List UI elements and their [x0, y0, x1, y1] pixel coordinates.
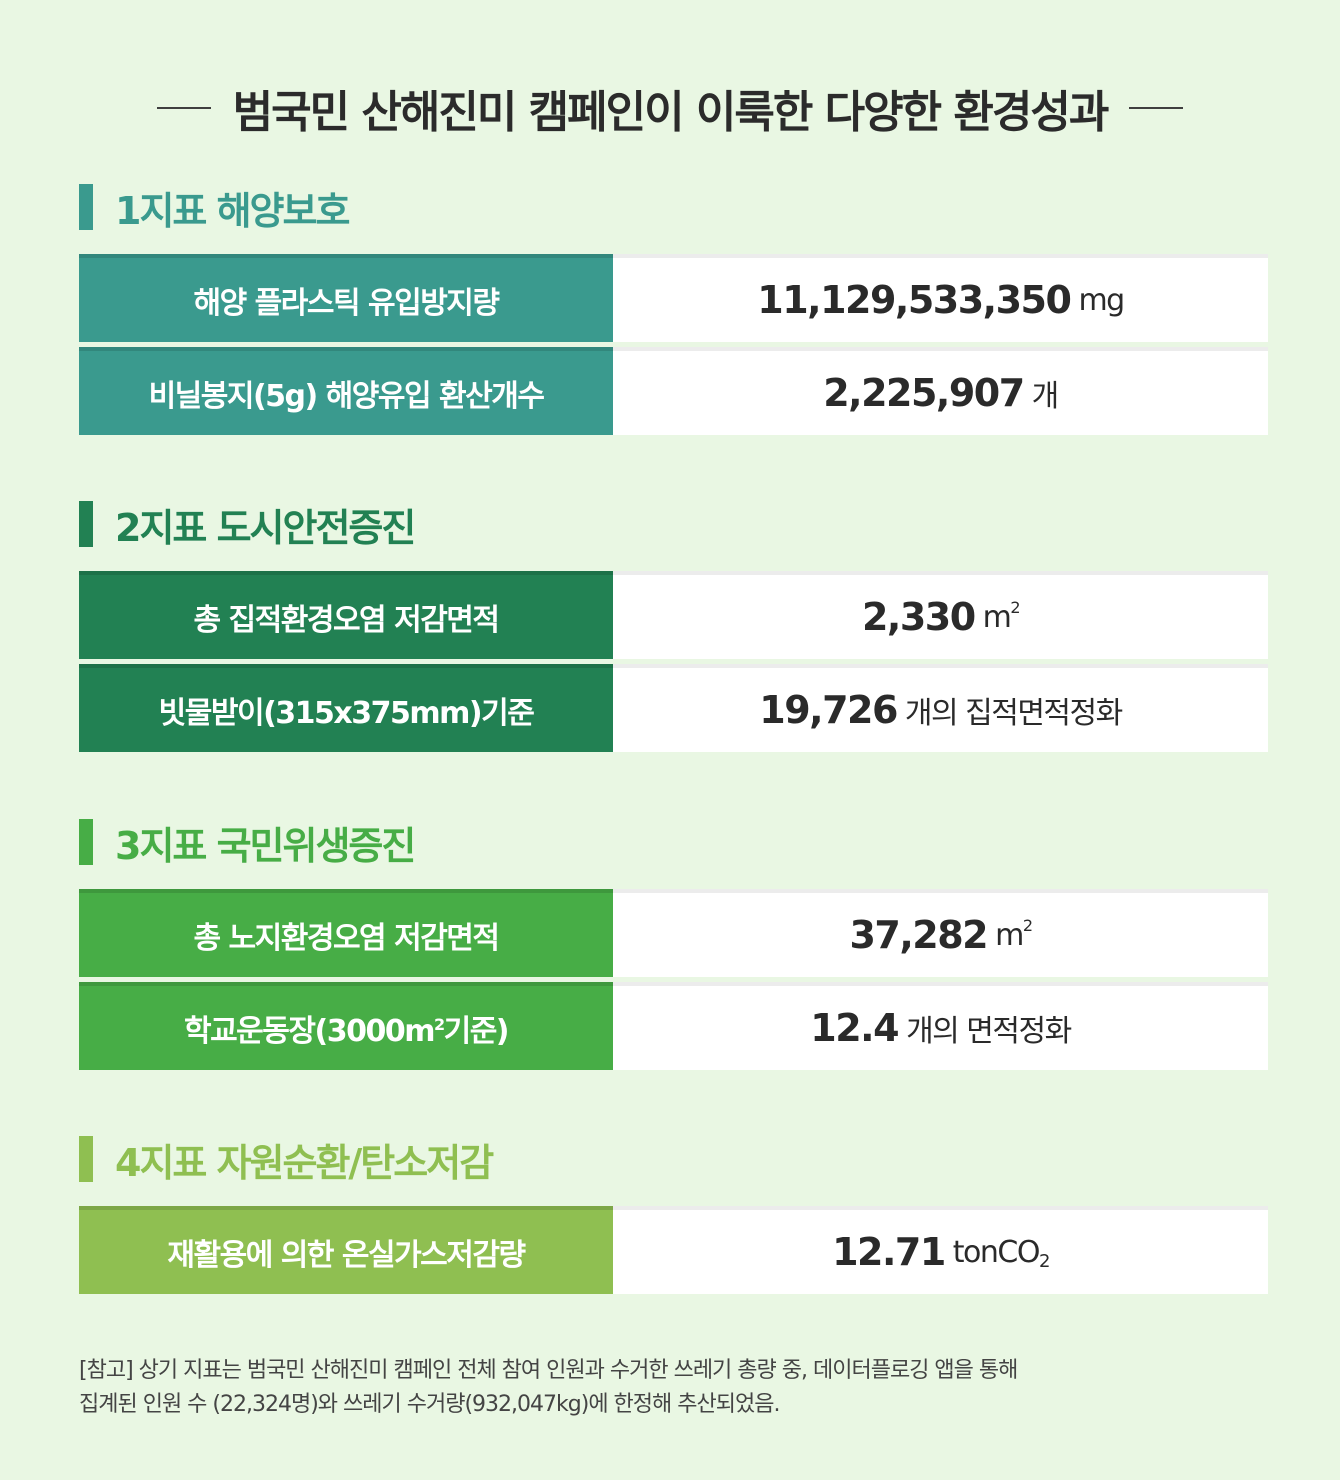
- row-label: 비닐봉지(5g) 해양유입 환산개수: [79, 347, 613, 435]
- reference-note: [참고] 상기 지표는 범국민 산해진미 캠페인 전체 참여 인원과 수거한 쓰…: [79, 1354, 1268, 1422]
- section-header: 1지표 해양보호: [79, 182, 1268, 233]
- page-title: 범국민 산해진미 캠페인이 이룩한 다양한 환경성과: [232, 87, 1110, 138]
- unit-text: m: [995, 917, 1024, 953]
- table-row: 해양 플라스틱 유입방지량 11,129,533,350 mg: [79, 254, 1268, 342]
- row-label: 학교운동장(3000m 2 기준): [79, 982, 613, 1070]
- row-label: 빗물받이(315x375mm)기준: [79, 664, 613, 752]
- value-unit: m2: [995, 915, 1033, 953]
- label-text: 학교운동장(3000m: [183, 1014, 435, 1049]
- title-row: 범국민 산해진미 캠페인이 이룩한 다양한 환경성과: [0, 70, 1340, 146]
- row-value: 2,330 m2: [613, 571, 1268, 659]
- value-unit: 개의 집적면적정화: [904, 696, 1123, 731]
- label-text: 기준): [443, 1014, 510, 1049]
- title-right-line: [1129, 107, 1184, 109]
- row-label: 총 노지환경오염 저감면적: [79, 889, 613, 977]
- section-bar: [79, 819, 93, 865]
- row-label: 총 집적환경오염 저감면적: [79, 571, 613, 659]
- title-left-line: [156, 107, 211, 109]
- section-bar: [79, 1136, 93, 1182]
- table-row: 비닐봉지(5g) 해양유입 환산개수 2,225,907 개: [79, 347, 1268, 435]
- label-superscript: 2: [433, 1014, 445, 1034]
- section-urban-safety: 2지표 도시안전증진 총 집적환경오염 저감면적 2,330 m2 빗물받이(3…: [79, 499, 1268, 752]
- row-value: 37,282 m2: [613, 889, 1268, 977]
- section-header: 4지표 자원순환/탄소저감: [79, 1134, 1268, 1185]
- row-value: 19,726 개의 집적면적정화: [613, 664, 1268, 752]
- unit-superscript: 2: [1022, 915, 1033, 935]
- value-number: 2,225,907: [823, 371, 1025, 415]
- section-rows: 총 노지환경오염 저감면적 37,282 m2 학교운동장(3000m 2 기준) …: [79, 889, 1268, 1070]
- value-number: 37,282: [849, 913, 988, 957]
- value-number: 12.4: [810, 1006, 899, 1050]
- note-line: [참고] 상기 지표는 범국민 산해진미 캠페인 전체 참여 인원과 수거한 쓰…: [79, 1358, 1018, 1383]
- section-title: 1지표 해양보호: [115, 188, 350, 233]
- unit-superscript: 2: [1010, 597, 1020, 617]
- value-unit: 개: [1031, 379, 1060, 414]
- section-header: 3지표 국민위생증진: [79, 817, 1268, 868]
- value-unit: mg: [1078, 282, 1125, 318]
- unit-text: tonCO: [952, 1234, 1041, 1270]
- section-rows: 재활용에 의한 온실가스저감량 12.71 tonCO2: [79, 1206, 1268, 1294]
- row-value: 2,225,907 개: [613, 347, 1268, 435]
- row-label: 재활용에 의한 온실가스저감량: [79, 1206, 613, 1294]
- row-value: 11,129,533,350 mg: [613, 254, 1268, 342]
- row-label: 해양 플라스틱 유입방지량: [79, 254, 613, 342]
- value-unit: 개의 면적정화: [906, 1014, 1072, 1049]
- section-bar: [79, 501, 93, 547]
- table-row: 총 노지환경오염 저감면적 37,282 m2: [79, 889, 1268, 977]
- section-rows: 해양 플라스틱 유입방지량 11,129,533,350 mg 비닐봉지(5g)…: [79, 254, 1268, 435]
- value-number: 11,129,533,350: [757, 278, 1072, 322]
- value-unit: tonCO2: [952, 1234, 1051, 1272]
- section-title: 4지표 자원순환/탄소저감: [115, 1140, 494, 1185]
- section-marine-protection: 1지표 해양보호 해양 플라스틱 유입방지량 11,129,533,350 mg…: [79, 182, 1268, 435]
- note-line: 집계된 인원 수 (22,324명)와 쓰레기 수거량(932,047kg)에 …: [79, 1392, 780, 1417]
- section-header: 2지표 도시안전증진: [79, 499, 1268, 550]
- row-value: 12.4 개의 면적정화: [613, 982, 1268, 1070]
- section-public-hygiene: 3지표 국민위생증진 총 노지환경오염 저감면적 37,282 m2 학교운동장…: [79, 817, 1268, 1070]
- unit-text: m: [982, 599, 1012, 635]
- value-unit: m2: [982, 597, 1021, 635]
- row-value: 12.71 tonCO2: [613, 1206, 1268, 1294]
- unit-subscript: 2: [1038, 1250, 1050, 1272]
- section-resource-circulation: 4지표 자원순환/탄소저감 재활용에 의한 온실가스저감량 12.71 tonC…: [79, 1134, 1268, 1294]
- section-rows: 총 집적환경오염 저감면적 2,330 m2 빗물받이(315x375mm)기준…: [79, 571, 1268, 752]
- value-number: 2,330: [861, 595, 976, 639]
- value-number: 12.71: [832, 1230, 946, 1274]
- table-row: 재활용에 의한 온실가스저감량 12.71 tonCO2: [79, 1206, 1268, 1294]
- value-number: 19,726: [759, 688, 898, 732]
- table-row: 총 집적환경오염 저감면적 2,330 m2: [79, 571, 1268, 659]
- section-bar: [79, 184, 93, 230]
- table-row: 빗물받이(315x375mm)기준 19,726 개의 집적면적정화: [79, 664, 1268, 752]
- table-row: 학교운동장(3000m 2 기준) 12.4 개의 면적정화: [79, 982, 1268, 1070]
- section-title: 2지표 도시안전증진: [115, 505, 416, 550]
- section-title: 3지표 국민위생증진: [115, 823, 416, 868]
